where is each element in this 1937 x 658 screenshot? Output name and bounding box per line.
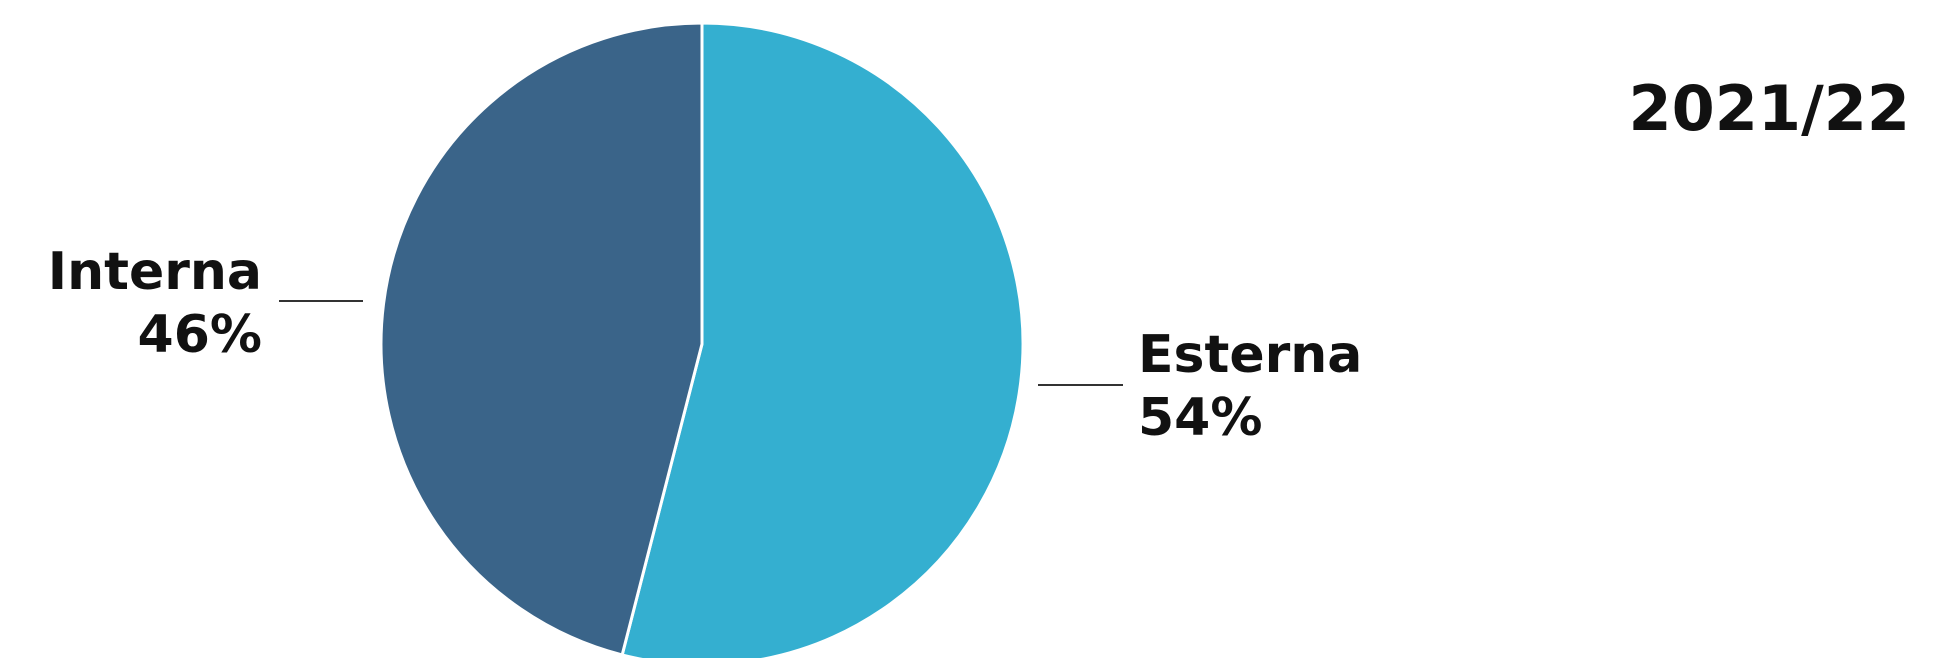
pie-slices [379,21,1025,658]
slice-value-interna: 46% [138,305,262,365]
chart-title: 2021/22 [1629,72,1910,145]
slice-label-esterna: Esterna [1138,325,1362,385]
slice-value-esterna: 54% [1138,388,1262,448]
pie-slice-esterna [620,21,1025,658]
slice-label-interna: Interna [48,242,262,302]
pie-slice-interna [379,21,704,657]
